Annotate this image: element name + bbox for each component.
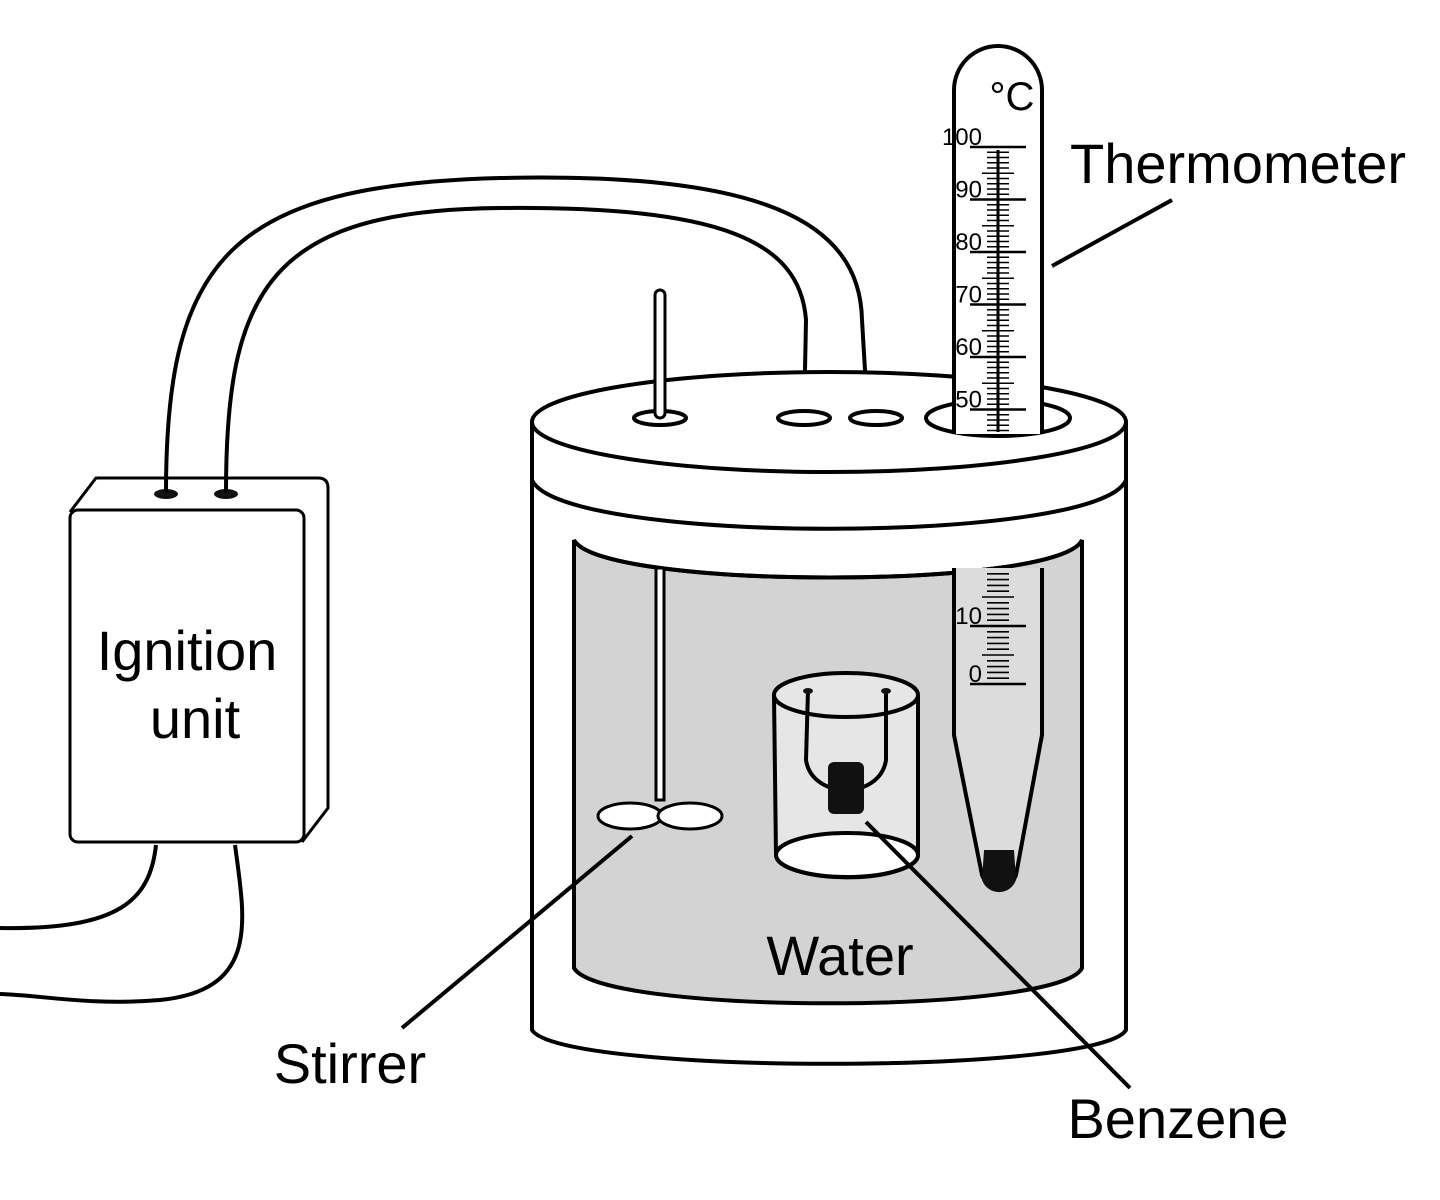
ignition-unit: Ignition unit [68,476,330,844]
thermometer-scale-label: 60 [955,334,982,361]
stirrer-shaft [654,566,666,802]
power-cables [0,844,245,1004]
power-cable-upper [0,844,158,931]
thermometer-scale-label: 50 [955,387,982,414]
water-label: Water [766,924,913,987]
inner-vessel-rim [572,538,1084,580]
lid-rim [530,478,1128,531]
thermometer-bulb [982,850,1016,893]
ignition-unit-label-line1: Ignition [97,619,278,682]
benzene-label: Benzene [1067,1087,1288,1150]
ignition-unit-front-face [68,508,306,844]
thermometer-scale-label: 0 [969,661,982,688]
wire-hole-left [776,409,832,427]
stirrer-label: Stirrer [274,1032,426,1095]
benzene-leader [864,820,1132,1090]
thermometer-upper-ticks: 100 90 80 70 60 50 [942,124,1026,432]
stirrer-handle [653,288,667,420]
ignition-wires [164,175,888,691]
sample-cup-top [772,671,920,719]
thermometer-leader [1051,198,1173,268]
stirrer [596,288,724,831]
thermometer-scale-label: 100 [942,124,982,151]
thermometer: 100 90 80 70 60 50 10 0 °C [942,44,1044,893]
thermometer-unit: °C [990,75,1035,119]
benzene-sample [828,762,864,814]
ignition-wire-inner [224,205,810,691]
sample-cup-bottom [774,831,920,879]
sample-cup [772,671,920,880]
ignition-unit-label-line2: unit [150,687,241,750]
stirrer-blade-left [596,801,664,831]
ignition-wire-outer [164,175,888,691]
power-cable-lower [0,844,245,1004]
thermometer-scale-label: 80 [955,229,982,256]
thermometer-scale-label: 10 [955,603,982,630]
thermometer-label: Thermometer [1070,132,1406,195]
stirrer-leader [400,834,634,1030]
stirrer-blade-right [656,801,724,831]
ignition-terminal-right [214,489,238,499]
thermometer-lower-ticks: 10 0 [955,572,1026,688]
thermometer-scale-label: 70 [955,282,982,309]
thermometer-scale-label: 90 [955,177,982,204]
ignition-terminal-left [154,489,178,499]
labels: Thermometer Water Stirrer Benzene [274,132,1406,1150]
wire-hole-right [848,409,904,427]
